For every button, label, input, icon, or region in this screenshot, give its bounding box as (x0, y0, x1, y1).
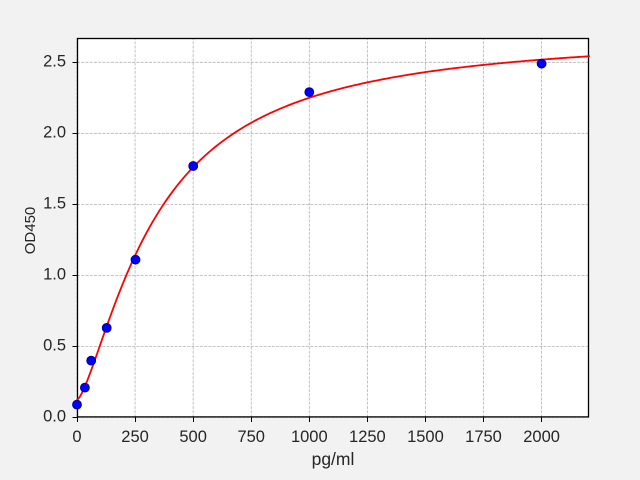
svg-text:500: 500 (179, 428, 207, 446)
svg-text:250: 250 (121, 428, 149, 446)
svg-text:1.0: 1.0 (43, 266, 66, 284)
svg-text:2.5: 2.5 (43, 53, 66, 71)
svg-text:750: 750 (237, 428, 265, 446)
svg-text:2000: 2000 (523, 428, 560, 446)
svg-text:pg/ml: pg/ml (312, 449, 355, 469)
svg-text:0: 0 (72, 428, 81, 446)
svg-text:0.0: 0.0 (43, 408, 66, 426)
svg-text:OD450: OD450 (22, 207, 39, 255)
svg-text:0.5: 0.5 (43, 337, 66, 355)
svg-text:1750: 1750 (465, 428, 502, 446)
svg-text:1.5: 1.5 (43, 195, 66, 213)
svg-text:1000: 1000 (291, 428, 328, 446)
svg-text:1250: 1250 (349, 428, 386, 446)
svg-text:2.0: 2.0 (43, 124, 66, 142)
svg-text:1500: 1500 (407, 428, 444, 446)
